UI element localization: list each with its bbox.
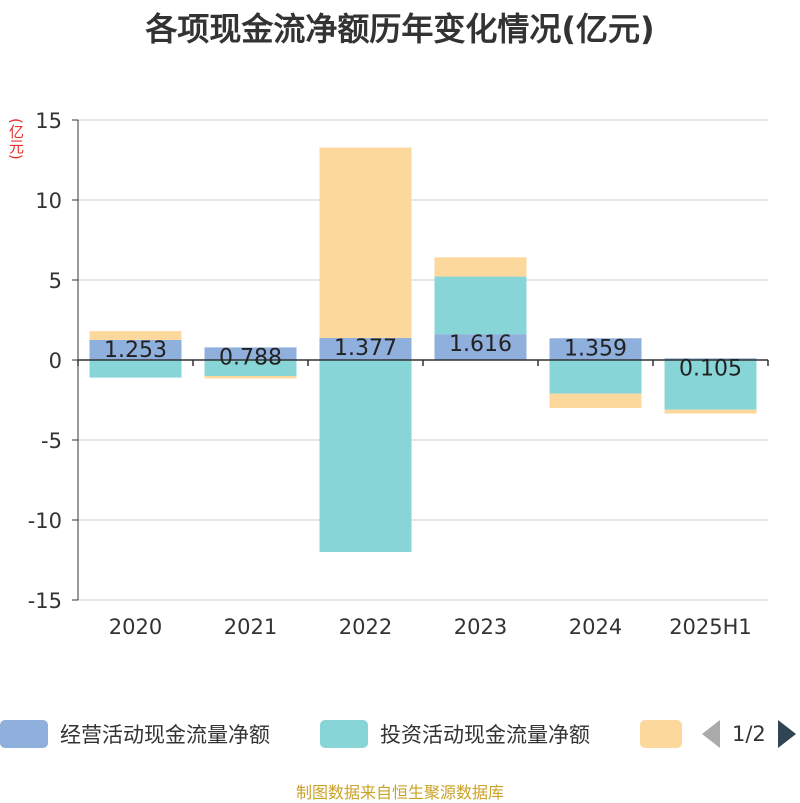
- y-axis-unit-label: (亿元): [7, 118, 25, 160]
- y-tick-label: -10: [28, 509, 62, 533]
- bar-operating: [89, 339, 182, 360]
- data-label-operating: 0.788: [219, 345, 282, 370]
- legend-swatch-investing: [320, 720, 368, 748]
- bar-operating: [204, 347, 297, 360]
- bar-investing: [434, 276, 527, 335]
- x-category-label: 2021: [224, 615, 277, 639]
- legend-swatch-operating: [0, 720, 48, 748]
- bar-financing: [319, 147, 412, 338]
- x-category-label: 2024: [569, 615, 622, 639]
- legend-swatch-third: [640, 720, 682, 748]
- data-label-operating: 0.105: [679, 356, 742, 381]
- legend-item-investing[interactable]: 投资活动现金流量净额: [320, 714, 590, 754]
- x-category-label: 2020: [109, 615, 162, 639]
- bar-financing: [664, 409, 757, 414]
- chart-title: 各项现金流净额历年变化情况(亿元): [145, 10, 655, 48]
- x-category-label: 2025H1: [669, 615, 752, 639]
- bar-financing: [434, 257, 527, 277]
- y-tick-label: 10: [35, 189, 62, 213]
- legend-label-investing: 投资活动现金流量净额: [380, 723, 590, 747]
- bar-operating: [319, 337, 412, 360]
- bar-operating: [434, 334, 527, 360]
- legend-item-third[interactable]: [640, 714, 682, 754]
- y-tick-label: 0: [49, 349, 62, 373]
- bar-investing: [664, 360, 757, 410]
- data-label-operating: 1.359: [564, 336, 627, 361]
- data-label-operating: 1.377: [334, 336, 397, 361]
- legend: 经营活动现金流量净额 投资活动现金流量净额 1/2: [0, 714, 800, 754]
- bar-financing: [89, 331, 182, 340]
- y-tick-label: -5: [41, 429, 62, 453]
- bar-investing: [204, 360, 297, 376]
- data-source-note: 制图数据来自恒生聚源数据库: [295, 783, 504, 802]
- bar-financing: [549, 393, 642, 408]
- legend-label-operating: 经营活动现金流量净额: [60, 723, 270, 747]
- data-label-operating: 1.253: [104, 338, 167, 363]
- y-tick-label: 15: [35, 109, 62, 133]
- legend-page-indicator: 1/2: [732, 722, 766, 746]
- legend-pager: 1/2: [702, 714, 796, 754]
- x-category-label: 2023: [454, 615, 507, 639]
- bar-operating: [664, 358, 757, 360]
- legend-next-page-icon[interactable]: [777, 720, 796, 748]
- y-tick-label: 5: [49, 269, 62, 293]
- bar-investing: [319, 360, 412, 552]
- x-category-label: 2022: [339, 615, 392, 639]
- bar-financing: [204, 376, 297, 379]
- legend-item-operating[interactable]: 经营活动现金流量净额: [0, 714, 270, 754]
- bar-investing: [89, 360, 182, 378]
- bar-investing: [549, 360, 642, 394]
- bar-operating: [549, 338, 642, 360]
- bar-chart: 15 10 5 0 -5 -10 -15 2020 2021 2022 2023 2024 2025H1…: [28, 109, 769, 639]
- y-tick-label: -15: [28, 589, 62, 613]
- data-label-operating: 1.616: [449, 332, 512, 357]
- legend-prev-page-icon[interactable]: [702, 720, 720, 748]
